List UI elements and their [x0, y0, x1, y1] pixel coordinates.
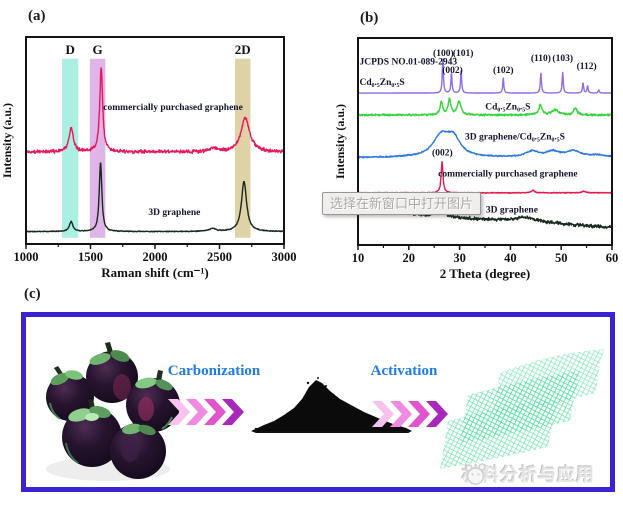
band-label-2d: 2D — [235, 42, 251, 57]
annotation-002: (002) — [432, 148, 453, 159]
carbonization-label: Carbonization — [167, 363, 261, 379]
annotation-100: (100) — [433, 48, 454, 59]
mangosteen-fruit — [62, 399, 122, 467]
x-tick-label: 30 — [453, 251, 466, 265]
annotation-3d-graphene-cd-zn-s: 3D graphene/Cd₀.₅Zn₀.₅S — [465, 132, 565, 142]
band-label-g: G — [93, 42, 103, 57]
trace-jcpds-no-01-089-2943-cd-zn-s — [357, 58, 613, 94]
graphene-mesh-illustration — [440, 349, 604, 469]
x-tick-label: 50 — [555, 251, 568, 265]
y-axis-title: Intensity (a.u.) — [0, 103, 14, 178]
annotation-103: (103) — [552, 53, 573, 64]
x-tick-label: 20 — [403, 251, 416, 265]
annotation-101: (101) — [453, 48, 474, 59]
annotation-3d-graphene: 3D graphene — [486, 206, 538, 216]
annotation-102: (102) — [493, 65, 514, 76]
carbonization-arrows-icon — [168, 399, 244, 425]
x-tick-label: 2500 — [207, 250, 232, 264]
xrd-chart: 10 20 30 40 50 60 2 Theta (degree) Intensity (a… — [333, 37, 619, 281]
mangosteen-fruit — [86, 342, 138, 403]
chevron-icon — [408, 401, 430, 427]
panel-a-label: (a) — [28, 8, 46, 24]
watermark-logo-icon — [465, 463, 486, 485]
trace-label-3d-graphene: 3D graphene — [148, 208, 200, 218]
mangosteen-fruits-illustration — [46, 342, 180, 481]
annotation-002: (002) — [442, 65, 463, 76]
watermark-text: 材料分析与应用 — [462, 465, 595, 485]
x-tick-label: 1000 — [14, 250, 39, 264]
x-axis-title: Raman shift (cm⁻¹) — [101, 265, 209, 280]
trace-3d-graphene-cd-zn-s — [357, 130, 613, 159]
panel-b-label: (b) — [360, 10, 379, 26]
x-tick-label: 10 — [352, 251, 365, 265]
mangosteen-fruit — [126, 370, 180, 432]
annotation-112: (112) — [577, 61, 597, 72]
trace-label-commercially-purchased-graphene: commercially purchased graphene — [103, 103, 243, 113]
chevron-icon — [204, 399, 226, 425]
synthesis-schematic-box: Carbonization Activation — [21, 312, 615, 492]
trace-commercially-purchased-graphene — [25, 67, 285, 155]
panel-c-label: (c) — [24, 286, 41, 302]
raman-chart: D G 2D commercially purchased graphene 3D gr… — [0, 36, 297, 280]
annotation-110: (110) — [531, 53, 551, 64]
chevron-icon — [426, 401, 448, 427]
trace-cd-zn-s — [357, 97, 613, 117]
trace-3d-graphene — [25, 162, 285, 233]
activation-label: Activation — [370, 363, 438, 379]
y-axis-title: Intensity (a.u.) — [333, 104, 347, 179]
band-label-d: D — [65, 42, 74, 57]
x-tick-label: 1500 — [78, 250, 103, 264]
browser-tooltip[interactable]: 选择在新窗口中打开图片 — [322, 192, 482, 215]
annotation-commercially-purchased-graphene: commercially purchased graphene — [438, 169, 577, 179]
x-tick-label: 40 — [504, 251, 517, 265]
annotation-cd-zn-s: Cd₀.₅Zn₀.₅S — [485, 102, 530, 112]
x-tick-label: 2000 — [143, 250, 168, 264]
watermark: 材料分析与应用 — [462, 461, 595, 487]
band-2d — [234, 58, 251, 238]
chevron-icon — [390, 401, 412, 427]
mesh-sheet — [440, 399, 558, 469]
annotation-cd-zn-s: Cd₀.₅Zn₀.₅S — [360, 78, 405, 88]
chevron-icon — [222, 399, 244, 425]
band-d — [62, 58, 79, 238]
x-tick-label: 3000 — [272, 250, 297, 264]
chevron-icon — [372, 401, 394, 427]
x-tick-label: 60 — [606, 251, 619, 265]
annotation-jcpds-no-01-089-2943: JCPDS NO.01-089-2943 — [360, 57, 458, 67]
activation-arrows-icon — [372, 401, 448, 427]
chevron-icon — [186, 399, 208, 425]
carbon-powder-illustration — [251, 377, 412, 433]
chevron-icon — [168, 399, 190, 425]
x-axis-title: 2 Theta (degree) — [440, 266, 531, 281]
mangosteen-fruit — [110, 423, 166, 479]
